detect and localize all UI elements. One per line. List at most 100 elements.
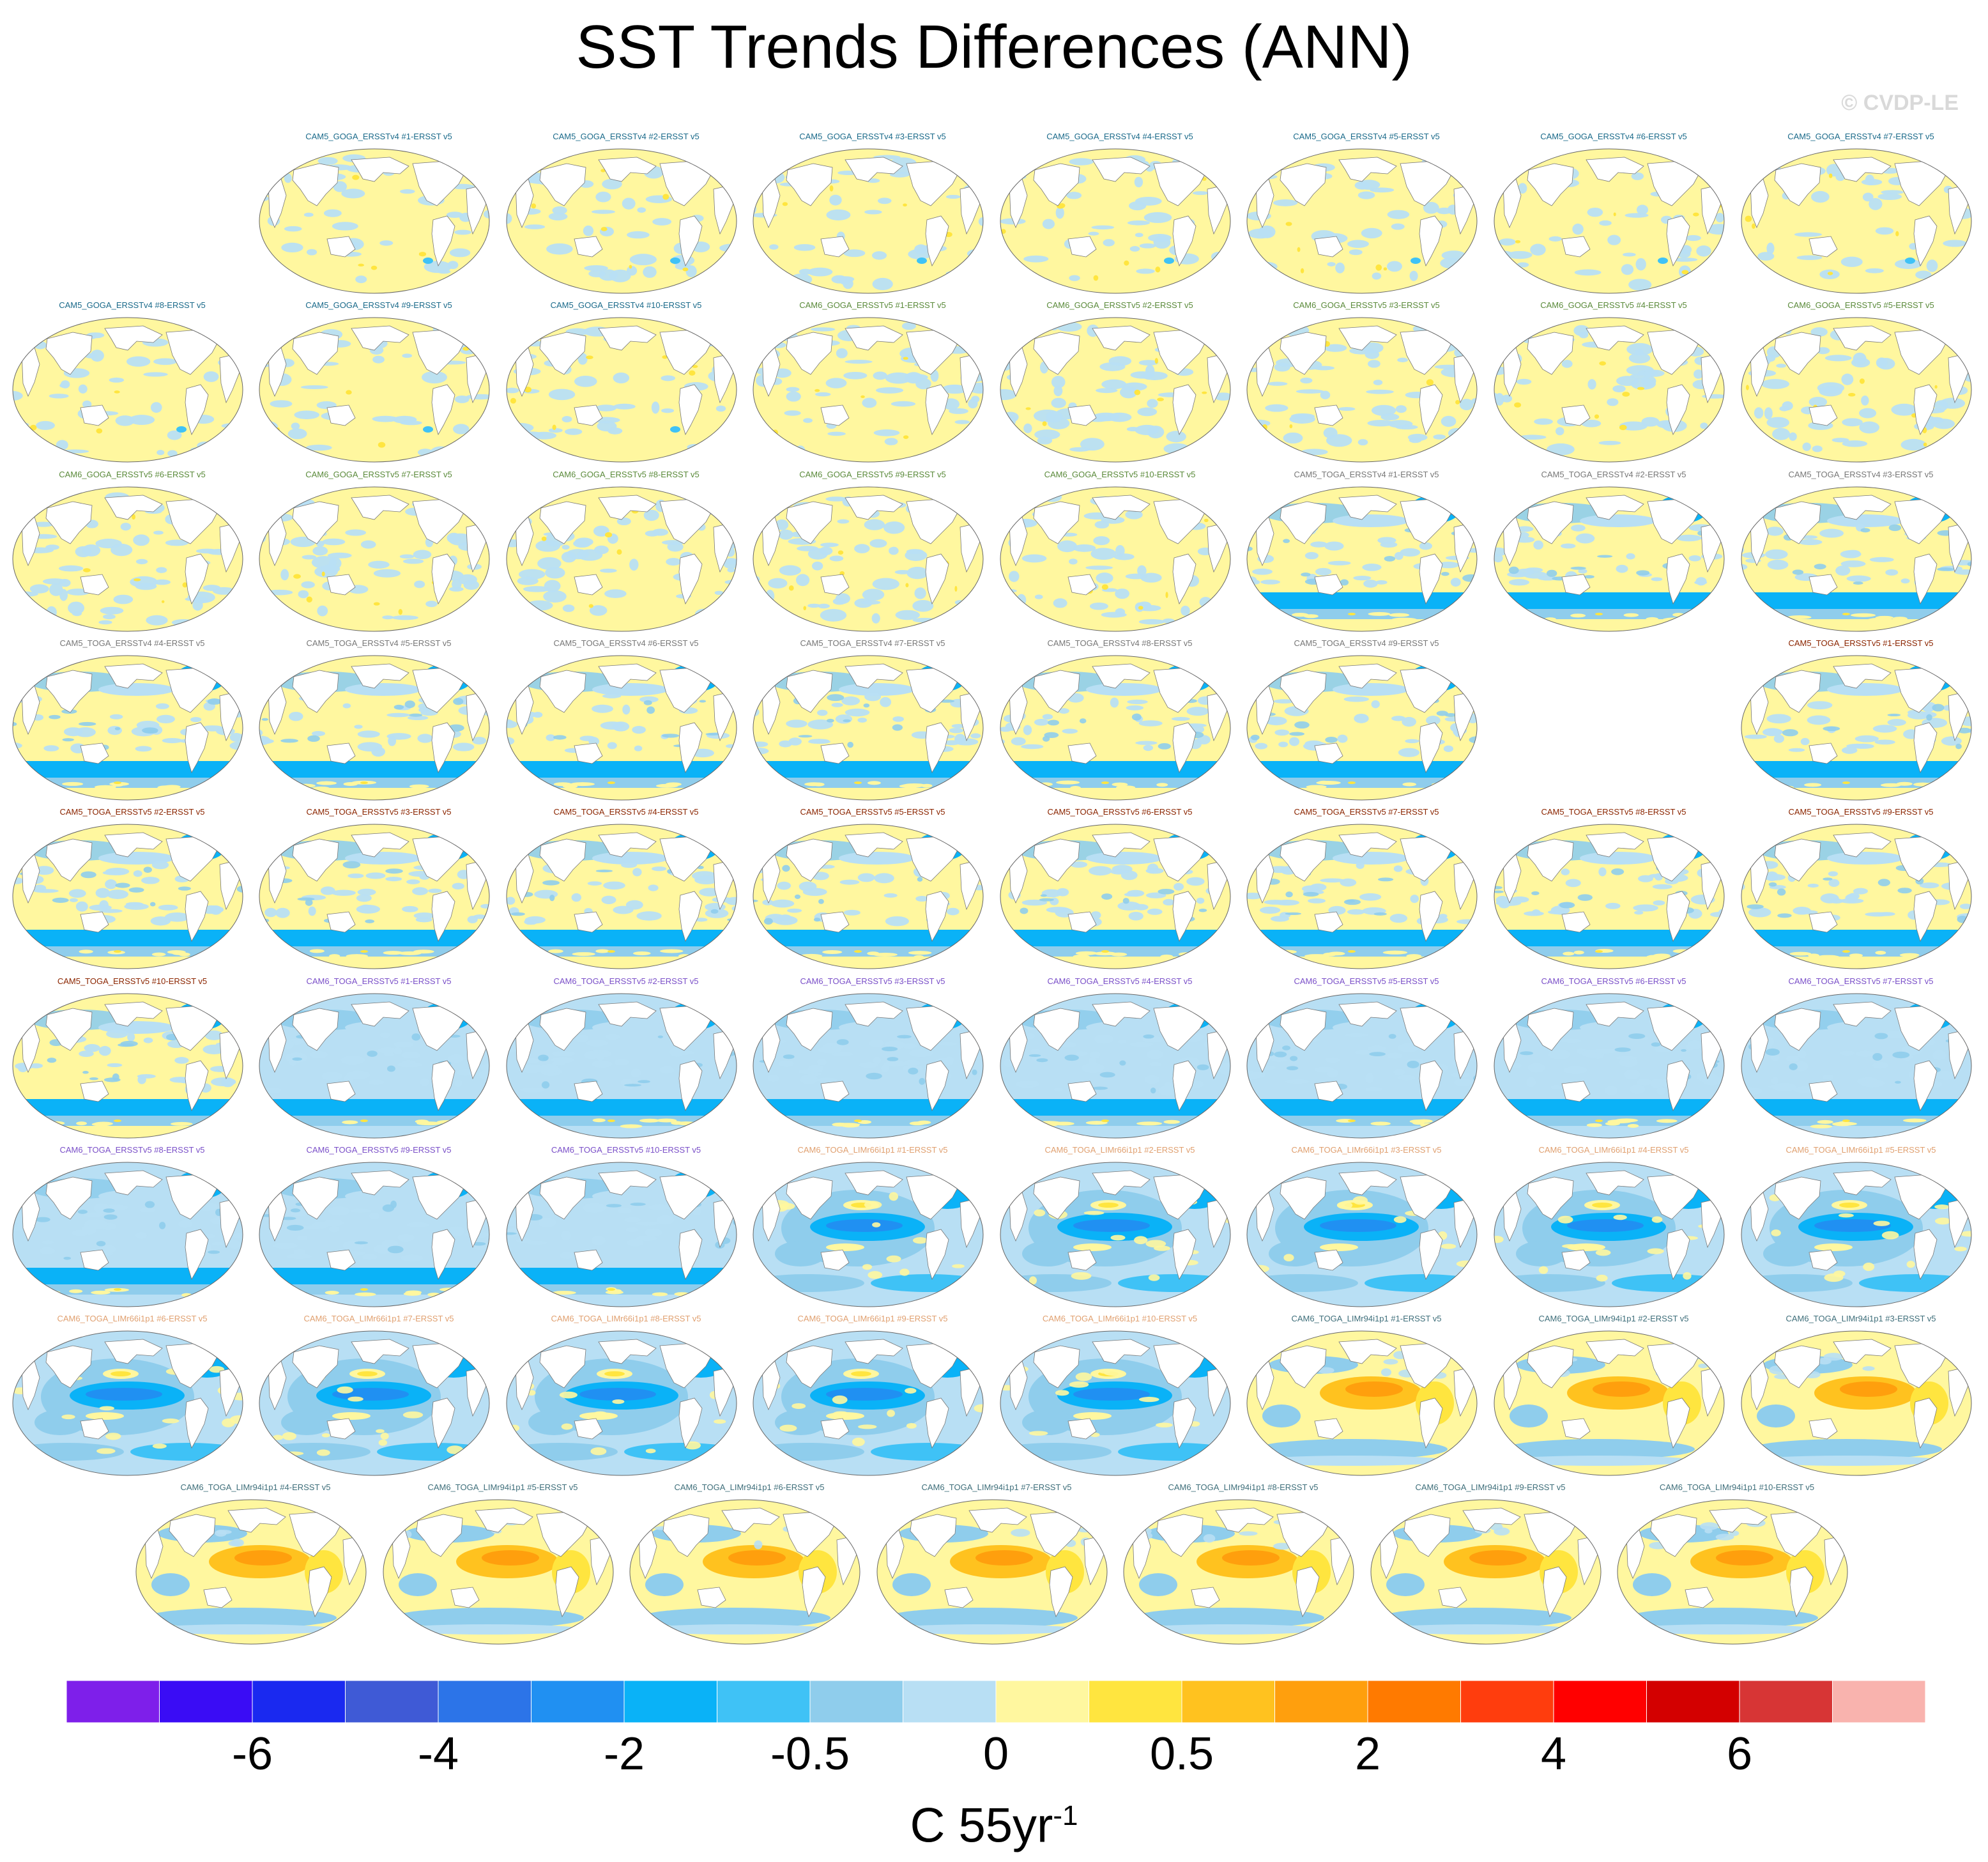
map-panel: CAM6_TOGA_LIMr94i1p1 #10-ERSST v5 (1614, 1482, 1860, 1650)
sst-trend-map (1000, 824, 1231, 969)
sst-trend-map (1000, 655, 1231, 801)
panel-label: CAM5_GOGA_ERSSTv4 #7-ERSST v5 (1787, 132, 1934, 141)
sst-trend-map (1000, 1330, 1231, 1476)
colorbar (66, 1681, 1925, 1723)
panel-label: CAM5_TOGA_ERSSTv4 #8-ERSST v5 (1047, 638, 1193, 648)
map-panel: CAM6_TOGA_ERSSTv5 #9-ERSST v5 (256, 1145, 502, 1312)
sst-trend-map (12, 317, 243, 463)
map-panel: CAM5_GOGA_ERSSTv4 #10-ERSST v5 (503, 300, 749, 468)
sst-trend-map (506, 993, 737, 1139)
sst-trend-map (12, 824, 243, 969)
panel-label: CAM6_GOGA_ERSSTv5 #3-ERSST v5 (1293, 300, 1440, 310)
sst-trend-map (1741, 824, 1972, 969)
panel-label: CAM6_TOGA_ERSSTv5 #3-ERSST v5 (800, 976, 945, 986)
panel-label: CAM5_GOGA_ERSSTv4 #2-ERSST v5 (553, 132, 700, 141)
panel-label: CAM6_TOGA_LIMr94i1p1 #4-ERSST v5 (180, 1482, 331, 1492)
panel-label: CAM6_TOGA_LIMr66i1p1 #5-ERSST v5 (1785, 1145, 1936, 1155)
map-panel: CAM5_TOGA_ERSSTv5 #7-ERSST v5 (1243, 807, 1490, 974)
map-panel: CAM5_GOGA_ERSSTv4 #1-ERSST v5 (256, 132, 502, 299)
panel-label: CAM6_TOGA_ERSSTv5 #8-ERSST v5 (59, 1145, 205, 1155)
map-panel: CAM5_TOGA_ERSSTv5 #2-ERSST v5 (9, 807, 256, 974)
map-panel: CAM5_TOGA_ERSSTv4 #3-ERSST v5 (1738, 470, 1984, 637)
map-panel: CAM6_TOGA_LIMr94i1p1 #6-ERSST v5 (626, 1482, 873, 1650)
panel-label: CAM6_TOGA_LIMr66i1p1 #4-ERSST v5 (1538, 1145, 1689, 1155)
sst-trend-map (506, 1330, 737, 1476)
map-panel: CAM6_TOGA_LIMr66i1p1 #6-ERSST v5 (9, 1314, 256, 1481)
sst-trend-map (1000, 1162, 1231, 1307)
map-panel: CAM6_TOGA_ERSSTv5 #4-ERSST v5 (997, 976, 1243, 1144)
sst-trend-map (1494, 486, 1725, 632)
colorbar-swatch (1181, 1681, 1275, 1723)
colorbar-tick-label: -0.5 (770, 1728, 850, 1780)
panel-label: CAM5_GOGA_ERSSTv4 #1-ERSST v5 (305, 132, 452, 141)
sst-trend-map (1741, 655, 1972, 801)
panel-label: CAM6_TOGA_LIMr66i1p1 #10-ERSST v5 (1042, 1314, 1198, 1323)
sst-trend-map (1617, 1499, 1848, 1645)
panel-label: CAM5_TOGA_ERSSTv4 #5-ERSST v5 (306, 638, 452, 648)
chart-title: SST Trends Differences (ANN) (576, 13, 1412, 81)
map-panel: CAM5_GOGA_ERSSTv4 #2-ERSST v5 (503, 132, 749, 299)
map-panel: CAM5_TOGA_ERSSTv4 #9-ERSST v5 (1243, 638, 1490, 806)
panel-label: CAM6_GOGA_ERSSTv5 #4-ERSST v5 (1540, 300, 1687, 310)
map-panel: CAM5_TOGA_ERSSTv5 #1-ERSST v5 (1738, 638, 1984, 806)
map-panel: CAM5_GOGA_ERSSTv4 #8-ERSST v5 (9, 300, 256, 468)
colorbar-swatch (1739, 1681, 1833, 1723)
map-panel: CAM6_GOGA_ERSSTv5 #4-ERSST v5 (1490, 300, 1737, 468)
panel-grid: CAM5_GOGA_ERSSTv4 #1-ERSST v5 CAM5_GOGA_E… (9, 132, 1984, 1650)
sst-trend-map (1246, 148, 1478, 294)
sst-trend-map (506, 317, 737, 463)
colorbar-tick-label: 0 (983, 1728, 1009, 1780)
sst-trend-map (1741, 486, 1972, 632)
panel-label: CAM5_TOGA_ERSSTv4 #7-ERSST v5 (800, 638, 945, 648)
sst-trend-map (1741, 1162, 1972, 1307)
map-panel: CAM5_TOGA_ERSSTv5 #5-ERSST v5 (749, 807, 996, 974)
map-panel: CAM5_GOGA_ERSSTv4 #9-ERSST v5 (256, 300, 502, 468)
sst-trend-map (1494, 993, 1725, 1139)
panel-label: CAM6_TOGA_LIMr94i1p1 #7-ERSST v5 (921, 1482, 1072, 1492)
map-panel: CAM6_TOGA_LIMr94i1p1 #8-ERSST v5 (1120, 1482, 1366, 1650)
colorbar-swatch (1089, 1681, 1182, 1723)
panel-label: CAM6_TOGA_LIMr94i1p1 #9-ERSST v5 (1415, 1482, 1566, 1492)
map-panel: CAM6_TOGA_LIMr94i1p1 #9-ERSST v5 (1367, 1482, 1614, 1650)
sst-trend-map (259, 317, 490, 463)
sst-trend-map (12, 655, 243, 801)
panel-label: CAM5_GOGA_ERSSTv4 #6-ERSST v5 (1540, 132, 1687, 141)
colorbar-tick-label: 6 (1726, 1728, 1753, 1780)
panel-label: CAM6_TOGA_ERSSTv5 #4-ERSST v5 (1047, 976, 1193, 986)
map-panel: CAM6_TOGA_ERSSTv5 #6-ERSST v5 (1490, 976, 1737, 1144)
watermark: © CVDP-LE (1841, 91, 1959, 115)
sst-trend-map (1246, 1330, 1478, 1476)
sst-trend-map (1494, 824, 1725, 969)
panel-label: CAM5_TOGA_ERSSTv4 #6-ERSST v5 (553, 638, 699, 648)
sst-trend-map (753, 824, 984, 969)
panel-label: CAM6_TOGA_ERSSTv5 #2-ERSST v5 (553, 976, 699, 986)
units-exponent: -1 (1053, 1800, 1078, 1831)
sst-trend-map (506, 148, 737, 294)
panel-label: CAM6_TOGA_ERSSTv5 #6-ERSST v5 (1541, 976, 1686, 986)
sst-trend-map (1000, 148, 1231, 294)
sst-trend-map (506, 824, 737, 969)
panel-label: CAM5_GOGA_ERSSTv4 #3-ERSST v5 (799, 132, 946, 141)
panel-label: CAM6_GOGA_ERSSTv5 #10-ERSST v5 (1044, 470, 1196, 479)
map-panel: CAM6_TOGA_LIMr94i1p1 #7-ERSST v5 (873, 1482, 1120, 1650)
sst-trend-map (1246, 317, 1478, 463)
map-panel: CAM6_TOGA_LIMr66i1p1 #4-ERSST v5 (1490, 1145, 1737, 1312)
sst-trend-map (506, 486, 737, 632)
sst-trend-map (1494, 317, 1725, 463)
sst-trend-map (753, 1330, 984, 1476)
panel-label: CAM6_TOGA_LIMr66i1p1 #8-ERSST v5 (551, 1314, 701, 1323)
colorbar-swatch (531, 1681, 625, 1723)
colorbar-tick-label: 2 (1354, 1728, 1381, 1780)
panel-label: CAM5_TOGA_ERSSTv4 #9-ERSST v5 (1294, 638, 1439, 648)
sst-trend-map (12, 993, 243, 1139)
sst-trend-map (1370, 1499, 1602, 1645)
map-panel: CAM6_TOGA_LIMr66i1p1 #8-ERSST v5 (503, 1314, 749, 1481)
panel-label: CAM6_TOGA_ERSSTv5 #7-ERSST v5 (1788, 976, 1934, 986)
colorbar-swatch (438, 1681, 531, 1723)
panel-label: CAM6_GOGA_ERSSTv5 #7-ERSST v5 (305, 470, 452, 479)
panel-label: CAM5_TOGA_ERSSTv5 #10-ERSST v5 (57, 976, 208, 986)
sst-trend-map (12, 486, 243, 632)
map-panel: CAM6_TOGA_ERSSTv5 #2-ERSST v5 (503, 976, 749, 1144)
panel-label: CAM5_TOGA_ERSSTv5 #3-ERSST v5 (306, 807, 452, 817)
panel-label: CAM6_TOGA_ERSSTv5 #9-ERSST v5 (306, 1145, 452, 1155)
